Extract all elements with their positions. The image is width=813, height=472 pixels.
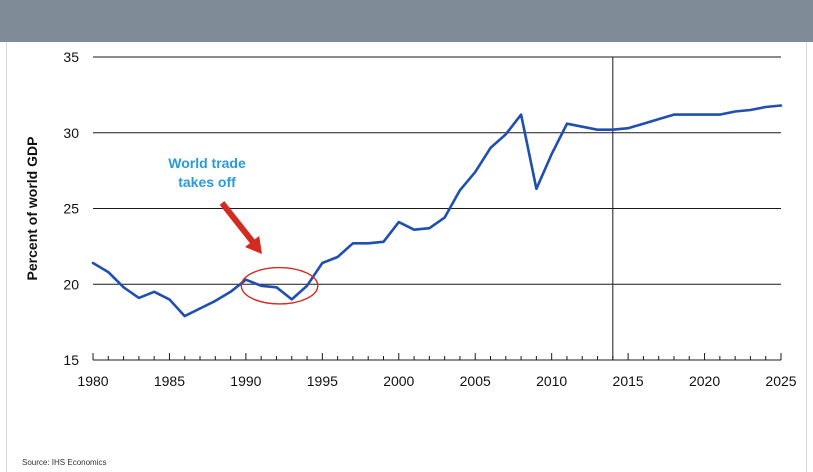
y-tick-label: 15 [63, 352, 79, 368]
x-tick-label: 1985 [154, 373, 185, 389]
y-tick-label: 35 [63, 49, 79, 65]
highlight-ellipse [240, 266, 319, 305]
annotation-line-2: takes off [178, 174, 236, 190]
slide-frame [6, 42, 807, 472]
x-tick-label: 2010 [536, 373, 567, 389]
header-band [0, 0, 813, 42]
y-tick-label: 25 [63, 201, 79, 217]
y-axis-label: Percent of world GDP [24, 137, 40, 281]
y-tick-label: 20 [63, 276, 79, 292]
x-tick-label: 2015 [613, 373, 644, 389]
source-note: Source: IHS Economics [22, 458, 107, 467]
x-tick-label: 2025 [765, 373, 796, 389]
x-tick-label: 1995 [307, 373, 338, 389]
x-tick-label: 1980 [77, 373, 108, 389]
x-tick-label: 2020 [689, 373, 720, 389]
x-tick-label: 1990 [230, 373, 261, 389]
annotation-arrow-head [245, 235, 262, 254]
x-tick-label: 2000 [383, 373, 414, 389]
x-tick-label: 2005 [460, 373, 491, 389]
annotation-arrow-shaft [219, 201, 259, 248]
y-tick-label: 30 [63, 125, 79, 141]
annotation-line-1: World trade [168, 155, 246, 171]
series-line [91, 104, 783, 318]
